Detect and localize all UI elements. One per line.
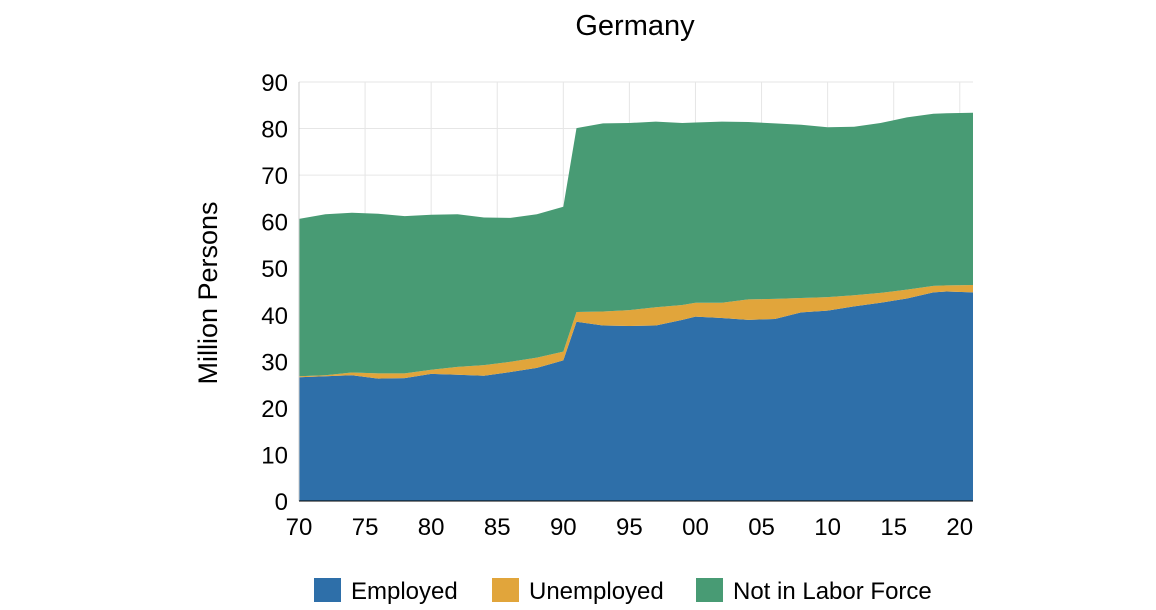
- x-tick-label: 70: [286, 514, 313, 541]
- x-tick-labels: 70 75 80 85 90 95 00 05 10 15 20: [286, 514, 973, 541]
- area-not-in-labor-force: [299, 112, 973, 377]
- y-tick-labels: 0 10 20 30 40 50 60 70 80 90: [261, 70, 288, 516]
- y-tick-label: 60: [261, 210, 288, 237]
- x-tick-label: 00: [682, 514, 709, 541]
- y-tick-label: 50: [261, 256, 288, 283]
- legend-swatch-not-in-labor-force: [696, 578, 723, 602]
- y-tick-label: 70: [261, 163, 288, 190]
- y-tick-label: 10: [261, 442, 288, 469]
- x-tick-label: 10: [814, 514, 841, 541]
- legend-swatch-unemployed: [492, 578, 519, 602]
- y-tick-label: 0: [275, 489, 288, 516]
- y-axis-label: Million Persons: [193, 201, 223, 384]
- y-tick-label: 90: [261, 70, 288, 97]
- area-employed: [299, 291, 973, 501]
- x-tick-label: 75: [352, 514, 379, 541]
- x-tick-label: 85: [484, 514, 511, 541]
- x-tick-label: 95: [616, 514, 643, 541]
- y-tick-label: 80: [261, 117, 288, 144]
- y-tick-label: 20: [261, 396, 288, 423]
- chart-title: Germany: [575, 10, 695, 42]
- x-tick-label: 80: [418, 514, 445, 541]
- legend-label-unemployed: Unemployed: [529, 578, 664, 605]
- x-tick-label: 90: [550, 514, 577, 541]
- axes: [298, 82, 973, 502]
- x-tick-label: 05: [748, 514, 775, 541]
- x-tick-label: 20: [946, 514, 973, 541]
- legend: Employed Unemployed Not in Labor Force: [314, 578, 932, 605]
- legend-swatch-employed: [314, 578, 341, 602]
- y-tick-label: 40: [261, 303, 288, 330]
- legend-label-not-in-labor-force: Not in Labor Force: [733, 578, 932, 605]
- area-unemployed: [299, 285, 973, 379]
- x-tick-label: 15: [880, 514, 907, 541]
- stacked-areas: [299, 112, 973, 501]
- y-tick-label: 30: [261, 349, 288, 376]
- legend-label-employed: Employed: [351, 578, 458, 605]
